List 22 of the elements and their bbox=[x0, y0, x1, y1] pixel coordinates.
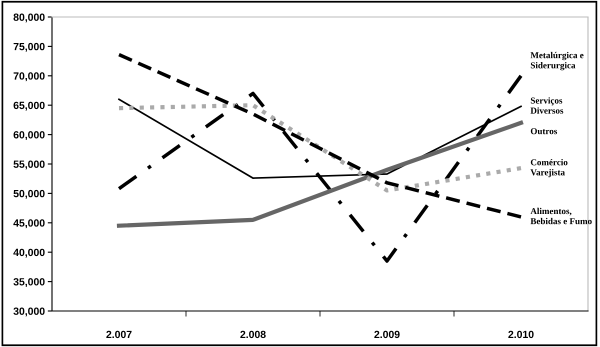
line-series bbox=[116, 120, 524, 228]
x-tick-label: 2.010 bbox=[508, 330, 534, 338]
y-tick-label: 65,000 bbox=[14, 102, 45, 111]
y-tick-label: 50,000 bbox=[14, 190, 45, 199]
y-tick-label: 75,000 bbox=[14, 42, 45, 52]
x-tick-label: 2.008 bbox=[240, 330, 266, 338]
series-label: Serviços Diversos bbox=[530, 97, 564, 114]
y-tick-label: 45,000 bbox=[13, 219, 45, 228]
y-tick-label: 40,000 bbox=[13, 248, 45, 258]
series-label: Outros bbox=[530, 128, 558, 134]
y-tick-label: 80,000 bbox=[14, 14, 45, 22]
series-label: Alimentos, Bebidas e Fumo bbox=[530, 208, 592, 224]
y-tick-label: 70,000 bbox=[14, 72, 45, 82]
y-tick-label: 30,000 bbox=[13, 308, 45, 316]
y-tick-label: 60,000 bbox=[14, 131, 45, 140]
line-series bbox=[116, 103, 524, 193]
y-tick-label: 35,000 bbox=[13, 278, 45, 287]
x-tick-label: 2.009 bbox=[374, 330, 400, 338]
y-tick-label: 55,000 bbox=[14, 160, 45, 170]
series-label: Metalúrgica e Siderurgica bbox=[530, 52, 584, 70]
x-tick-label: 2.007 bbox=[106, 330, 132, 338]
series-label: Comércio Varejista bbox=[530, 158, 568, 178]
